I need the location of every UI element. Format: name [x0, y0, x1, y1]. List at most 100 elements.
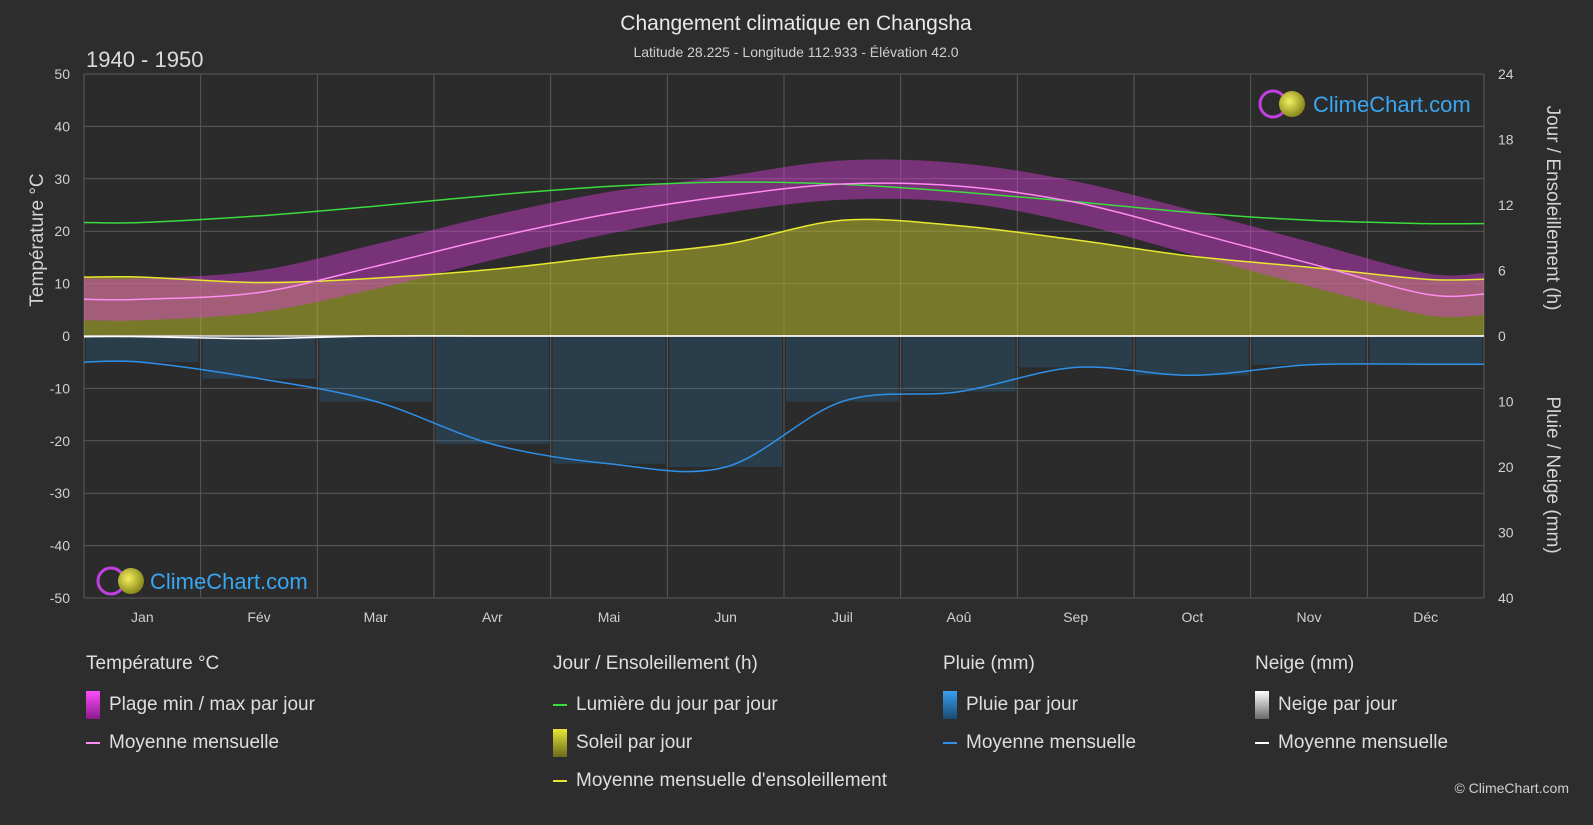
logo-text-top: ClimeChart.com [1313, 92, 1471, 117]
legend-swatch [1255, 691, 1269, 719]
temperature-range-band [84, 159, 1484, 321]
rain-month-bar [786, 336, 899, 402]
right-top-tick-label: 6 [1498, 263, 1506, 279]
legend-item: Moyenne mensuelle d'ensoleillement [553, 762, 887, 800]
rain-bars [86, 336, 1482, 467]
left-tick-label: 0 [62, 328, 70, 344]
month-label: Aoû [947, 609, 972, 625]
legend-title: Jour / Ensoleillement (h) [553, 653, 758, 674]
left-tick-label: -30 [50, 485, 70, 501]
legend-item: Pluie par jour [943, 686, 1136, 724]
right-bottom-tick-label: 20 [1498, 459, 1514, 475]
legend-item: Moyenne mensuelle [943, 724, 1136, 762]
legend-label: Neige par jour [1278, 694, 1398, 715]
left-tick-label: 10 [54, 276, 70, 292]
legend-label: Soleil par jour [576, 732, 693, 753]
left-tick-label: -50 [50, 590, 70, 606]
right-top-tick-label: 12 [1498, 197, 1514, 213]
rain-month-bar [1136, 336, 1249, 376]
legend-label: Lumière du jour par jour [576, 694, 778, 715]
legend-swatch [943, 691, 957, 719]
month-label: Jun [714, 609, 737, 625]
month-axis-ticks: Jan Fév Mar Avr Mai Jun Juil Aoû Sep Oct Nov Déc [131, 609, 1438, 625]
month-label: Oct [1181, 609, 1203, 625]
temperature-mean-line [83, 182, 1485, 301]
legend-swatch [86, 691, 100, 719]
left-tick-label: 30 [54, 171, 70, 187]
legend-swatch [1255, 742, 1269, 744]
legend-title: Neige (mm) [1255, 653, 1355, 674]
month-label: Sep [1063, 609, 1088, 625]
sunshine-mean-line [83, 218, 1485, 284]
legend-title: Température °C [86, 653, 220, 674]
legend-swatch [943, 742, 957, 744]
period-label: 1940 - 1950 [86, 47, 203, 72]
legend-group-rain: Pluie (mm) Pluie par jour Moyenne mensue… [943, 650, 1136, 762]
legend-label: Moyenne mensuelle d'ensoleillement [576, 770, 887, 791]
month-label: Mai [598, 609, 621, 625]
rain-month-bar [552, 336, 666, 464]
month-label: Fév [247, 609, 270, 625]
right-bottom-tick-label: 30 [1498, 525, 1514, 541]
left-tick-label: -20 [50, 433, 70, 449]
rain-month-bar [319, 336, 432, 402]
legend-label: Plage min / max par jour [109, 694, 315, 715]
chart-subtitle: Latitude 28.225 - Longitude 112.933 - Él… [633, 44, 958, 60]
chart-title: Changement climatique en Changsha [620, 12, 972, 35]
legend-item: Moyenne mensuelle [86, 724, 315, 762]
legend-item: Moyenne mensuelle [1255, 724, 1448, 762]
left-tick-label: -40 [50, 538, 70, 554]
legend-label: Moyenne mensuelle [1278, 732, 1449, 753]
month-label: Nov [1297, 609, 1322, 625]
left-tick-label: 20 [54, 223, 70, 239]
month-label: Juil [832, 609, 853, 625]
left-tick-label: 40 [54, 118, 70, 134]
legend-group-snow: Neige (mm) Neige par jour Moyenne mensue… [1255, 650, 1448, 762]
right-axis-bottom-label: Pluie / Neige (mm) [1542, 396, 1563, 553]
rain-month-bar [1019, 336, 1132, 368]
left-axis-ticks: 50 40 30 20 10 0 -10 -20 -30 -40 -50 [50, 66, 70, 606]
month-label: Jan [131, 609, 154, 625]
left-axis-label: Température °C [27, 173, 48, 306]
right-top-tick-label: 24 [1498, 66, 1514, 82]
left-tick-label: 50 [54, 66, 70, 82]
logo-bottom: ClimeChart.com [96, 566, 308, 596]
snow-mean-line [83, 335, 1484, 340]
copyright: © ClimeChart.com [1454, 780, 1569, 796]
series-lines [83, 181, 1485, 473]
rain-month-bar [669, 336, 782, 467]
logo-text-bottom: ClimeChart.com [150, 569, 308, 594]
legend-item: Neige par jour [1255, 686, 1448, 724]
left-tick-label: -10 [50, 380, 70, 396]
rain-month-bar [902, 336, 1016, 392]
rain-month-bar [202, 336, 316, 379]
logo-sun-icon [118, 568, 144, 594]
legend-label: Moyenne mensuelle [109, 732, 280, 753]
legend-group-sunshine: Jour / Ensoleillement (h) Lumière du jou… [553, 650, 887, 800]
temperature-range-fill [84, 159, 1484, 321]
right-axis-top-label: Jour / Ensoleillement (h) [1542, 106, 1563, 311]
legend: Température °C Plage min / max par jour … [0, 650, 1593, 825]
right-bottom-tick-label: 10 [1498, 394, 1514, 410]
legend-label: Pluie par jour [966, 694, 1078, 715]
logo-top: ClimeChart.com [1258, 89, 1471, 119]
daylight-line [83, 181, 1485, 225]
rain-month-bar [1252, 336, 1366, 365]
month-label: Déc [1413, 609, 1438, 625]
right-top-tick-label: 18 [1498, 132, 1514, 148]
logo-sun-icon [1279, 91, 1305, 117]
legend-group-temperature: Température °C Plage min / max par jour … [86, 650, 315, 762]
climate-chart: Changement climatique en Changsha Latitu… [27, 12, 1563, 625]
legend-item: Soleil par jour [553, 724, 887, 762]
month-label: Avr [482, 609, 503, 625]
legend-title: Pluie (mm) [943, 653, 1035, 674]
right-bottom-tick-label: 40 [1498, 590, 1514, 606]
legend-swatch [86, 742, 100, 744]
legend-item: Plage min / max par jour [86, 686, 315, 724]
legend-swatch [553, 704, 567, 706]
right-axis-ticks: 24 18 12 6 0 10 20 30 40 [1498, 66, 1514, 606]
legend-swatch [553, 729, 567, 757]
rain-month-bar [436, 336, 549, 445]
rain-month-bar [86, 336, 199, 363]
legend-swatch [553, 780, 567, 782]
